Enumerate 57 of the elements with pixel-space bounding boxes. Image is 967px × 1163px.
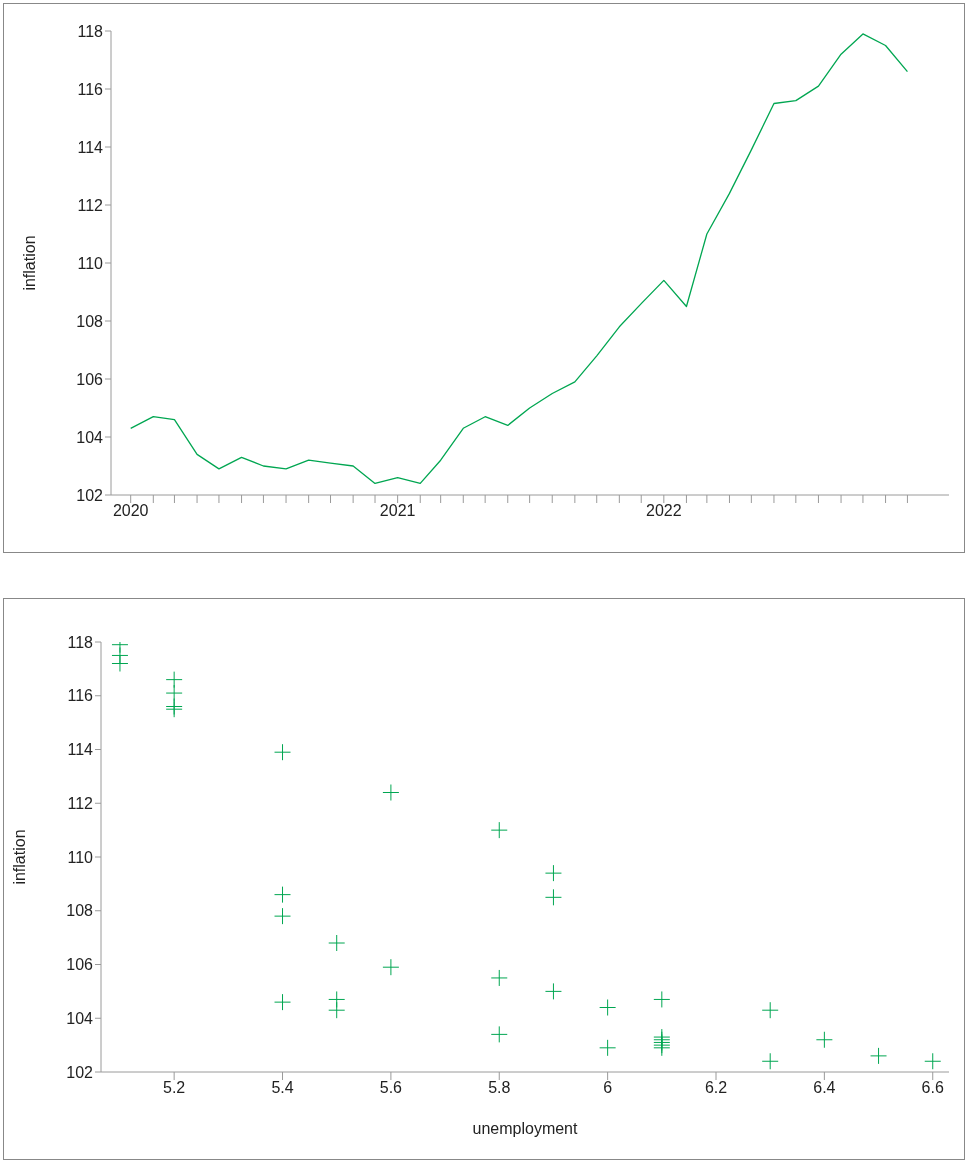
y-tick-label: 114 [67, 741, 94, 759]
y-tick-label: 102 [66, 1063, 94, 1081]
y-axis-title: inflation [20, 235, 38, 291]
x-tick-label: 5.2 [163, 1079, 186, 1097]
point [924, 1052, 942, 1070]
x-axis-title: unemployment [472, 1120, 579, 1137]
point [544, 888, 562, 906]
point [544, 982, 562, 1000]
point [815, 1031, 833, 1049]
y-tick-label: 106 [66, 956, 94, 974]
x-tick-label: 5.8 [488, 1079, 511, 1097]
x-tick-label: 6.6 [921, 1079, 944, 1097]
point [165, 684, 183, 702]
point [111, 655, 129, 672]
point [382, 958, 400, 976]
point [328, 934, 346, 952]
point [599, 1039, 617, 1057]
y-tick-label: 110 [77, 254, 104, 272]
y-tick-label: 112 [67, 794, 94, 812]
y-tick-label: 116 [67, 687, 94, 705]
point [653, 990, 671, 1008]
point [870, 1047, 888, 1065]
point [274, 743, 292, 761]
y-tick-label: 104 [76, 428, 104, 446]
x-tick-label: 6 [603, 1079, 613, 1097]
x-tick-label: 5.4 [271, 1079, 294, 1097]
y-axis-title: inflation [10, 829, 28, 885]
y-tick-label: 112 [77, 196, 104, 214]
line-series [130, 33, 909, 485]
point [274, 993, 292, 1011]
point [274, 886, 292, 904]
point [490, 969, 508, 987]
point [599, 999, 617, 1016]
y-tick-label: 106 [76, 370, 104, 388]
x-tick-label: 5.6 [379, 1079, 403, 1097]
point [544, 864, 562, 882]
x-tick-label: 2021 [379, 502, 416, 520]
y-tick-label: 114 [77, 138, 104, 156]
y-tick-label: 108 [66, 902, 94, 920]
y-tick-label: 118 [77, 22, 104, 40]
y-tick-label: 110 [67, 848, 94, 866]
x-tick-label: 2020 [112, 502, 149, 520]
point [274, 907, 292, 925]
y-tick-label: 104 [66, 1009, 94, 1027]
y-tick-label: 116 [77, 80, 104, 98]
point [490, 1025, 508, 1043]
point [328, 1001, 346, 1019]
point [761, 1052, 779, 1070]
point [761, 1001, 779, 1019]
y-tick-label: 102 [76, 486, 104, 504]
point [490, 821, 508, 839]
x-tick-label: 6.4 [813, 1079, 836, 1097]
y-tick-label: 118 [67, 633, 94, 651]
x-tick-label: 6.2 [704, 1079, 728, 1097]
x-tick-label: 2022 [646, 502, 682, 520]
point [382, 784, 400, 801]
y-tick-label: 108 [76, 312, 104, 330]
